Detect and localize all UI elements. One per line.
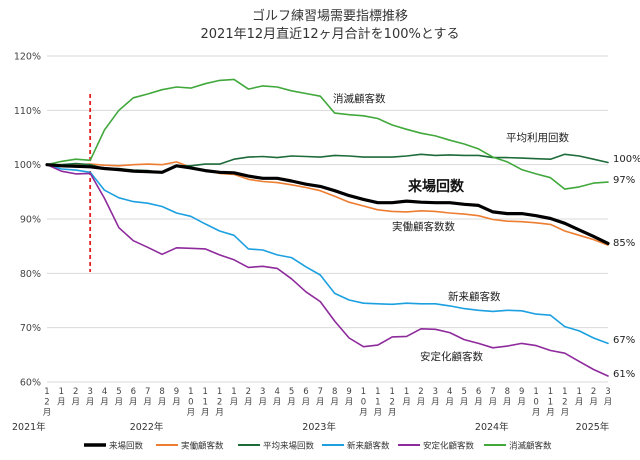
year-label: 2021年 bbox=[12, 421, 46, 433]
annotation-new-customers: 新来顧客数 bbox=[448, 290, 501, 303]
series-line bbox=[46, 163, 609, 345]
series-end-label: 100% bbox=[613, 154, 640, 165]
gridlines bbox=[47, 55, 608, 383]
series-line bbox=[46, 163, 609, 377]
series-end-label: 85% bbox=[613, 238, 635, 249]
annotation-stable-customers: 安定化顧客数 bbox=[420, 350, 483, 363]
series-end-label: 61% bbox=[613, 369, 635, 380]
series-line bbox=[46, 161, 609, 246]
legend-label: 新来顧客数 bbox=[347, 441, 390, 452]
year-label: 2023年 bbox=[302, 421, 336, 433]
series-end-labels: 85% 100% 67% 61% 97% bbox=[613, 154, 640, 380]
year-label: 2025年 bbox=[576, 421, 610, 433]
y-tick-label: 110% bbox=[14, 106, 41, 117]
chart-title-line-2: 2021年12月直近12ヶ月合計を100%とする bbox=[201, 26, 460, 42]
y-axis-ticks: 60% 70% 80% 90% 100% 110% 120% bbox=[14, 52, 41, 389]
legend-label: 安定化顧客数 bbox=[423, 441, 475, 452]
legend-label: 平均来場回数 bbox=[263, 441, 315, 452]
legend-label: 来場回数 bbox=[109, 441, 144, 452]
series-line bbox=[45, 163, 610, 245]
legend-label: 消滅顧客数 bbox=[509, 441, 552, 452]
y-tick-label: 60% bbox=[20, 378, 41, 389]
legend: 来場回数 実働顧客数 平均来場回数 新来顧客数 安定化顧客数 消滅顧客数 bbox=[84, 441, 552, 452]
series-end-label: 97% bbox=[613, 175, 635, 186]
series-lines bbox=[45, 78, 610, 377]
annotation-active-customers: 実働顧客数数 bbox=[392, 220, 455, 233]
annotation-average-usage: 平均利用回数 bbox=[506, 131, 569, 144]
annotation-visits: 来場回数 bbox=[407, 178, 465, 195]
chart-title-line-1: ゴルフ練習場需要指標推移 bbox=[252, 8, 408, 24]
x-axis-month-ticks: 1 2 月1 月2 月3 月4 月5 月6 月7 月8 月9 月1 0 月1 1 月1 2 月1 月2 月3 月4 月5 月… bbox=[43, 387, 613, 418]
y-tick-label: 80% bbox=[20, 269, 41, 280]
y-tick-label: 120% bbox=[14, 52, 41, 63]
year-label: 2022年 bbox=[130, 421, 164, 433]
series-end-label: 67% bbox=[613, 335, 635, 346]
series-line bbox=[46, 78, 609, 190]
y-tick-label: 90% bbox=[20, 215, 41, 226]
year-label: 2024年 bbox=[475, 421, 509, 433]
y-tick-label: 70% bbox=[20, 323, 41, 334]
annotation-lost-customers: 消滅顧客数 bbox=[333, 92, 386, 105]
y-tick-label: 100% bbox=[14, 160, 41, 171]
x-axis-year-labels: 2021年 2022年 2023年 2024年 2025年 bbox=[12, 421, 610, 433]
legend-label: 実働顧客数 bbox=[181, 441, 224, 452]
